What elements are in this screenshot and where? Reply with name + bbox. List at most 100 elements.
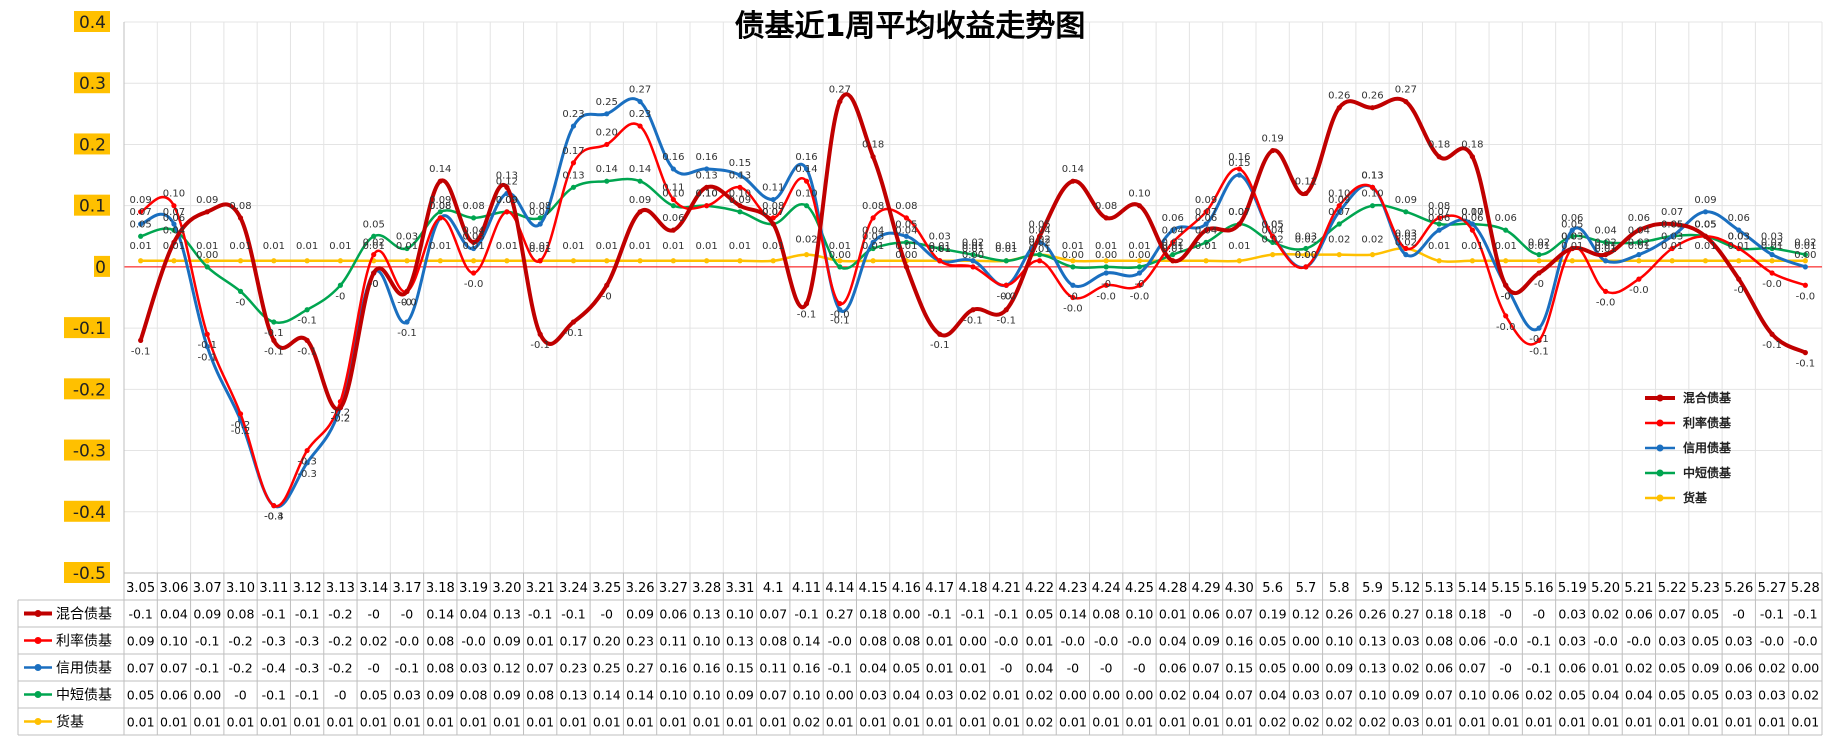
- data-point: [1769, 258, 1775, 264]
- data-label: 0.01: [1095, 241, 1117, 252]
- data-point: [1769, 245, 1775, 252]
- table-cell: 0.05: [1692, 634, 1720, 649]
- data-label: 0.01: [1694, 241, 1716, 252]
- x-tick-label: 3.18: [426, 581, 455, 596]
- table-cell: -0.1: [195, 634, 219, 649]
- data-point: [903, 264, 910, 270]
- table-cell: 0.01: [1192, 715, 1220, 730]
- data-label: -0.1: [963, 316, 983, 327]
- x-tick-label: 5.14: [1458, 581, 1487, 596]
- table-cell: 0.10: [693, 634, 721, 649]
- x-tick-label: 3.21: [526, 581, 555, 596]
- y-tick-label: 0.1: [79, 197, 106, 217]
- data-point: [1203, 239, 1209, 245]
- table-cell: 0.01: [193, 715, 221, 730]
- data-point: [903, 215, 910, 221]
- data-label: 0.10: [696, 189, 718, 200]
- data-label: 0.01: [995, 241, 1017, 252]
- table-cell: 0.01: [926, 661, 954, 676]
- data-label: -0.1: [1529, 334, 1549, 345]
- table-cell: 0.01: [1225, 715, 1253, 730]
- table-cell: 0.02: [1359, 715, 1387, 730]
- data-point: [570, 160, 577, 166]
- table-cell: 0.00: [959, 634, 987, 649]
- table-cell: 0.08: [227, 607, 255, 622]
- data-point: [604, 282, 610, 288]
- data-point: [704, 166, 710, 172]
- data-label: 0.05: [1694, 219, 1716, 230]
- data-label: 0.14: [1062, 164, 1084, 175]
- x-tick-label: 5.21: [1624, 581, 1653, 596]
- data-label: 0.01: [895, 241, 917, 252]
- table-cell: 0.02: [1325, 715, 1353, 730]
- data-point: [1203, 227, 1209, 233]
- data-point: [537, 215, 543, 221]
- table-cell: 0.02: [1525, 688, 1553, 703]
- y-tick-highlight: [64, 562, 110, 583]
- data-point: [1802, 350, 1808, 356]
- data-label: 0.06: [1428, 213, 1450, 224]
- data-label: 0.09: [1395, 195, 1417, 206]
- table-cell: 0.05: [1259, 634, 1287, 649]
- data-label: 0.05: [895, 219, 917, 230]
- data-label: 0.10: [662, 189, 684, 200]
- data-point: [704, 258, 710, 264]
- table-cell: 0.01: [826, 715, 854, 730]
- data-point: [1536, 258, 1542, 264]
- data-point: [337, 258, 344, 264]
- table-cell: -0.1: [994, 607, 1018, 622]
- table-cell: 0.09: [1192, 634, 1220, 649]
- table-cell: 0.08: [1425, 634, 1453, 649]
- data-label: 0.27: [1395, 85, 1417, 96]
- table-cell: 0.10: [160, 634, 188, 649]
- table-cell: -0.1: [1760, 607, 1784, 622]
- table-cell: -0.1: [128, 607, 152, 622]
- data-label: 0.02: [1262, 235, 1284, 246]
- data-label: 0.05: [1262, 219, 1284, 230]
- data-label: 0.03: [1661, 232, 1683, 243]
- data-point: [371, 233, 377, 239]
- table-cell: -0.2: [228, 634, 252, 649]
- data-label: 0.04: [1262, 225, 1284, 236]
- data-label: 0.04: [1162, 225, 1184, 236]
- y-tick-label: -0.2: [73, 380, 106, 400]
- data-label: 0.00: [962, 250, 984, 261]
- table-cell: 0.08: [426, 661, 454, 676]
- data-label: 0.01: [296, 241, 318, 252]
- table-cell: 0.04: [1192, 688, 1220, 703]
- table-cell: 0.04: [1625, 688, 1653, 703]
- data-point: [1270, 252, 1276, 258]
- data-label: -0.1: [997, 316, 1017, 327]
- data-label: 0.09: [496, 195, 518, 206]
- table-cell: 0.03: [859, 688, 887, 703]
- table-cell: -0: [401, 607, 414, 622]
- data-point: [737, 209, 743, 215]
- data-point: [404, 319, 410, 325]
- data-point: [1669, 221, 1675, 227]
- data-label: 0.00: [1128, 250, 1150, 261]
- data-point: [737, 184, 743, 190]
- table-cell: 0.01: [1159, 607, 1187, 622]
- table-cell: 0.14: [626, 688, 654, 703]
- table-cell: 0.01: [1558, 715, 1586, 730]
- x-tick-label: 5.27: [1758, 581, 1787, 596]
- data-label: 0.04: [862, 225, 884, 236]
- table-cell: 0.15: [726, 661, 754, 676]
- data-label: 0.02: [1528, 238, 1550, 249]
- table-legend-marker: [34, 637, 42, 644]
- data-point: [371, 270, 377, 276]
- data-label: 0.09: [1328, 195, 1350, 206]
- data-label: 0.01: [729, 241, 751, 252]
- data-point: [737, 203, 743, 209]
- data-label: 0.09: [629, 195, 651, 206]
- table-cell: 0.14: [1059, 607, 1087, 622]
- data-point: [437, 258, 443, 264]
- table-cell: 0.00: [892, 607, 920, 622]
- table-cell: 0.00: [1292, 634, 1320, 649]
- table-cell: -0.2: [328, 607, 352, 622]
- data-label: 0.10: [729, 189, 751, 200]
- data-label: 0.07: [1428, 207, 1450, 218]
- table-cell: 0.06: [1625, 607, 1653, 622]
- table-cell: 0.01: [526, 715, 554, 730]
